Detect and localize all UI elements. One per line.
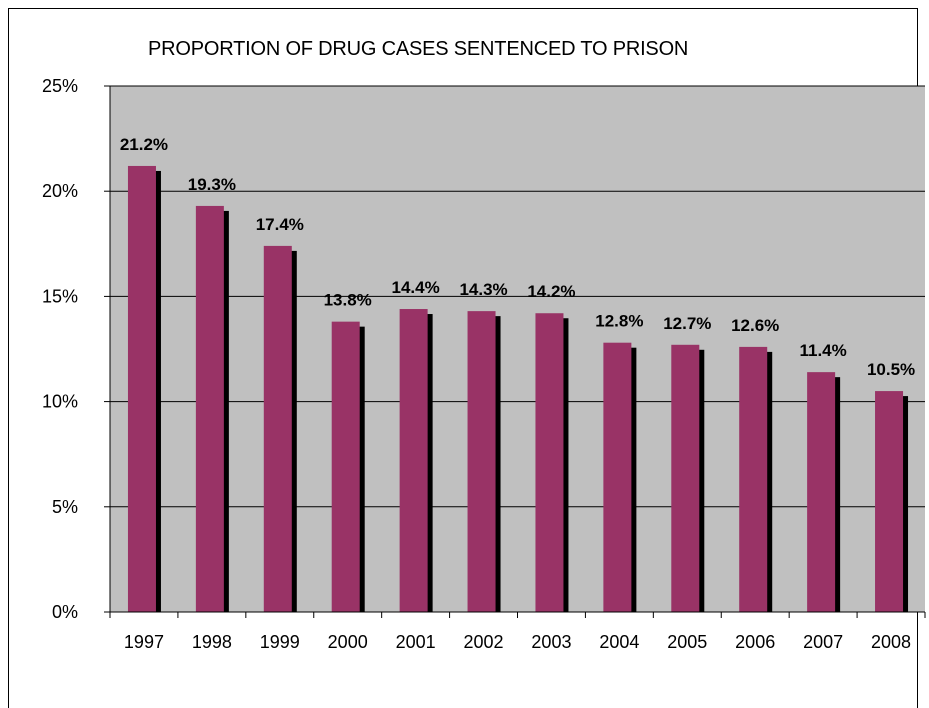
chart-title: PROPORTION OF DRUG CASES SENTENCED TO PR…	[148, 38, 689, 60]
data-label: 12.8%	[595, 312, 643, 331]
x-tick-label: 1997	[124, 632, 164, 652]
x-tick-label: 2001	[396, 632, 436, 652]
data-label: 14.4%	[392, 278, 440, 297]
plot-area	[110, 86, 925, 612]
bar-2003	[535, 313, 564, 612]
gridlines	[104, 85, 925, 613]
bar-1998	[195, 205, 224, 613]
bar-2008	[875, 391, 904, 612]
y-tick-label: 15%	[42, 286, 78, 306]
x-tick-label: 2005	[667, 632, 707, 652]
data-label: 17.4%	[256, 215, 304, 234]
x-tick-label: 1998	[192, 632, 232, 652]
y-tick-label: 5%	[52, 497, 78, 517]
data-label: 14.2%	[527, 282, 575, 301]
data-label: 11.4%	[799, 341, 846, 360]
bar-2006	[739, 346, 768, 612]
x-tick-label: 2008	[871, 632, 911, 652]
data-label: 19.3%	[188, 175, 236, 194]
bar-2004	[603, 342, 632, 612]
x-tick-label: 2007	[803, 632, 843, 652]
bar-2007	[807, 372, 836, 612]
data-label: 10.5%	[867, 360, 915, 379]
data-labels: 21.2% 19.3% 17.4% 13.8% 14.4% 14.3% 14.2% 12.8%…	[120, 135, 915, 379]
bar-2005	[671, 344, 700, 612]
data-label: 12.6%	[731, 316, 779, 335]
bar-2000	[331, 321, 360, 612]
y-tick-label: 0%	[52, 602, 78, 622]
bar-2002	[467, 311, 496, 612]
bar-2001	[399, 309, 428, 612]
x-tick-label: 1999	[260, 632, 300, 652]
axes	[109, 86, 926, 618]
bar-1997	[127, 165, 156, 612]
x-tick-label: 2006	[735, 632, 775, 652]
bars	[127, 165, 909, 613]
x-tick-label: 2000	[328, 632, 368, 652]
bar-1999	[263, 245, 292, 613]
x-tick-label: 2004	[599, 632, 639, 652]
data-label: 12.7%	[663, 314, 711, 333]
y-tick-labels: 0% 5% 10% 15% 20% 25%	[42, 76, 78, 622]
data-label: 14.3%	[459, 280, 507, 299]
x-tick-labels: 1997 1998 1999 2000 2001 2002 2003 2004 2005 2006…	[124, 632, 911, 652]
data-label: 13.8%	[324, 291, 372, 310]
y-tick-label: 25%	[42, 76, 78, 96]
data-label: 21.2%	[120, 135, 168, 154]
x-tick-label: 2002	[464, 632, 504, 652]
y-tick-label: 20%	[42, 181, 78, 201]
x-tick-label: 2003	[531, 632, 571, 652]
y-tick-label: 10%	[42, 392, 78, 412]
